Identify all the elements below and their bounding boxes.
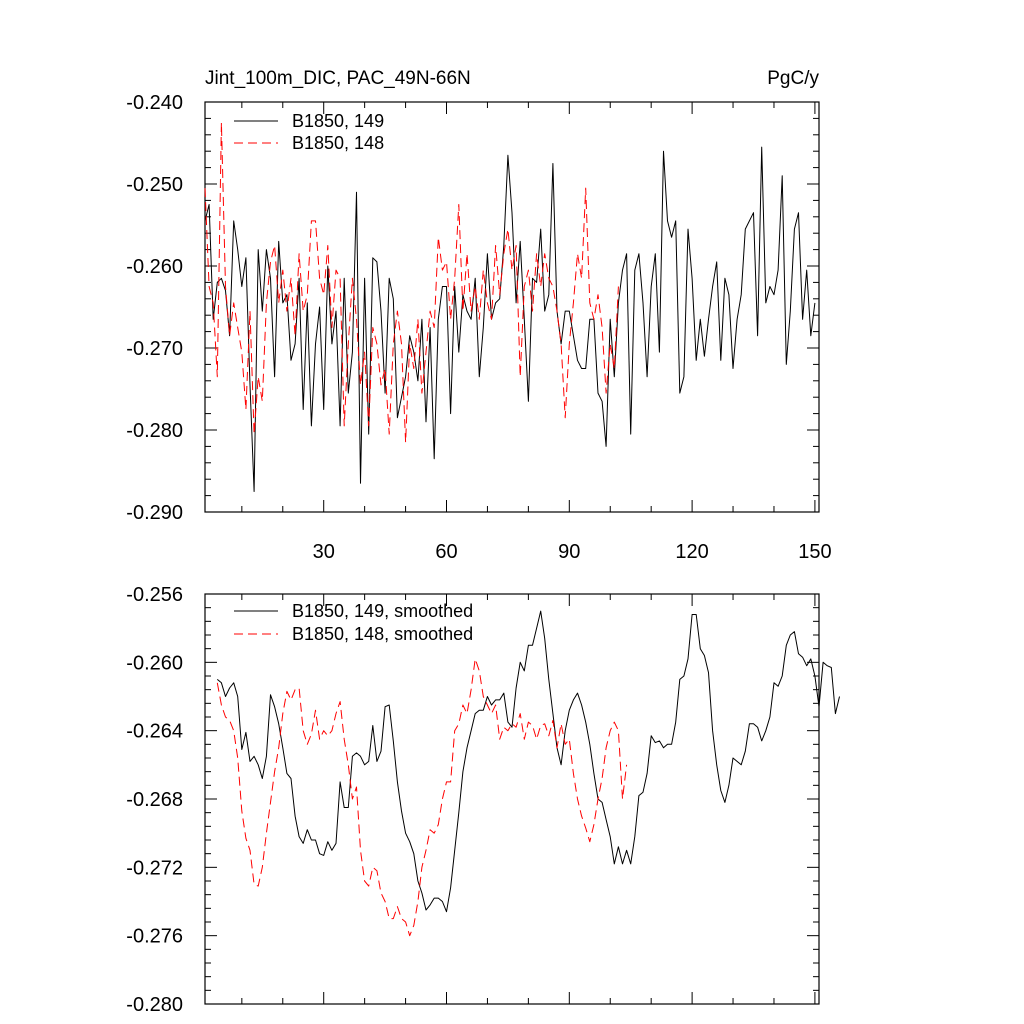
series-line-b1850-149-smoothed	[216, 610, 840, 913]
top-plot-frame	[204, 101, 820, 513]
top-series-lines	[204, 122, 816, 492]
y-tick-label: -0.280	[126, 420, 183, 442]
legend-label-series-148: B1850, 148	[292, 133, 384, 153]
top-x-tick-labels: 30 60 90 120 150	[313, 541, 832, 563]
y-tick-label: -0.256	[126, 584, 183, 606]
y-tick-label: -0.260	[126, 652, 183, 674]
y-tick-label: -0.268	[126, 789, 183, 811]
series-line-b1850-149	[204, 146, 816, 492]
x-tick-label: 150	[798, 541, 831, 563]
top-panel: Jint_100m_DIC, PAC_49N-66N PgC/y -0.240-…	[126, 68, 831, 563]
x-tick-label: 60	[435, 541, 457, 563]
y-tick-label: -0.290	[126, 502, 183, 524]
bottom-series-lines	[216, 610, 840, 937]
top-chart-title: Jint_100m_DIC, PAC_49N-66N	[205, 68, 471, 89]
series-line-b1850-148	[204, 122, 619, 443]
bottom-panel: -0.256 -0.260 -0.264 -0.268 -0.272 -0.276 -0.2…	[126, 584, 840, 1016]
bottom-plot-frame	[204, 593, 820, 1005]
y-tick-label: -0.240	[126, 92, 183, 114]
legend-label-series-148-smoothed: B1850, 148, smoothed	[292, 624, 473, 644]
x-tick-label: 120	[675, 541, 708, 563]
legend-label-series-149-smoothed: B1850, 149, smoothed	[292, 601, 473, 621]
top-legend: B1850, 149 B1850, 148	[234, 111, 384, 153]
top-axis-ticks	[205, 101, 819, 513]
top-y-tick-labels: -0.240 -0.250 -0.260 -0.270 -0.280 -0.290	[126, 92, 183, 524]
bottom-y-tick-labels: -0.256 -0.260 -0.264 -0.268 -0.272 -0.276 -0.2…	[126, 584, 183, 1016]
y-tick-label: -0.280	[126, 994, 183, 1016]
y-tick-label: -0.250	[126, 174, 183, 196]
series-line-b1850-148-smoothed	[216, 658, 628, 937]
y-tick-label: -0.272	[126, 857, 183, 879]
y-tick-label: -0.276	[126, 926, 183, 948]
x-tick-label: 30	[313, 541, 335, 563]
y-tick-label: -0.264	[126, 721, 183, 743]
bottom-legend: B1850, 149, smoothed B1850, 148, smoothe…	[234, 601, 473, 644]
top-chart-units: PgC/y	[767, 68, 819, 89]
legend-label-series-149: B1850, 149	[292, 111, 384, 131]
y-tick-label: -0.260	[126, 256, 183, 278]
y-tick-label: -0.270	[126, 338, 183, 360]
bottom-axis-ticks	[205, 593, 819, 1005]
x-tick-label: 90	[558, 541, 580, 563]
